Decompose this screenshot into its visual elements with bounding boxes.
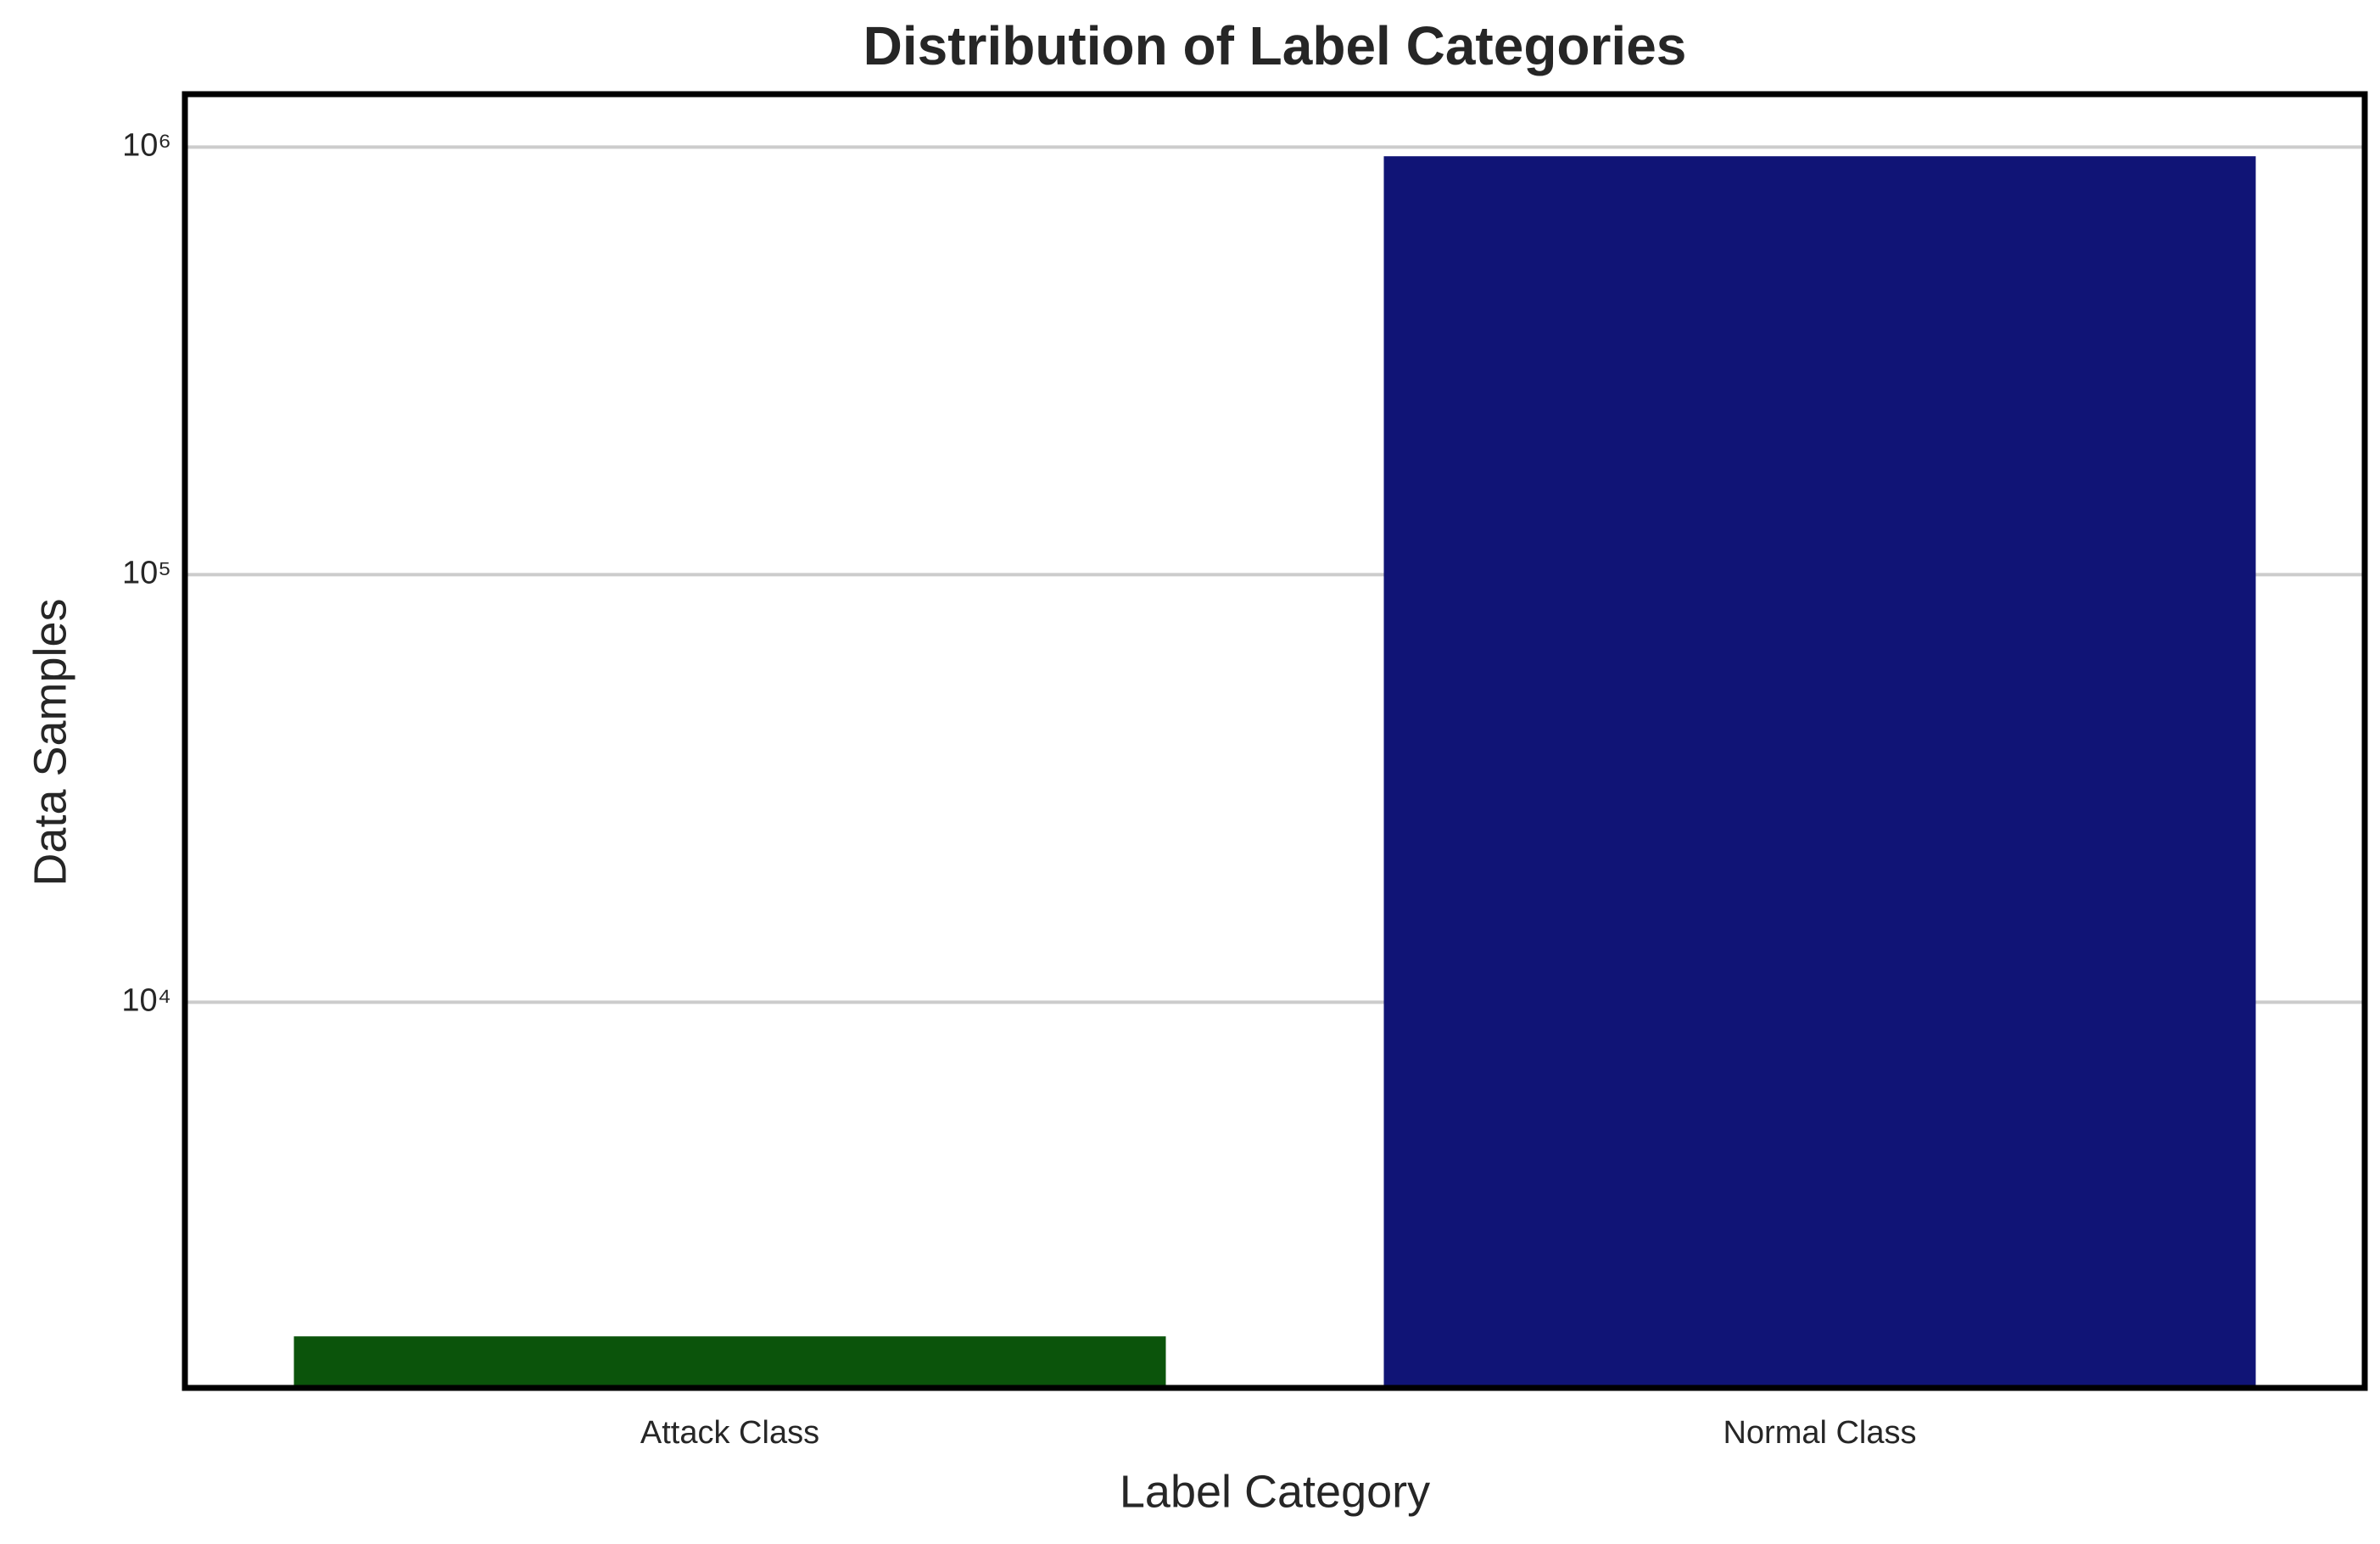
x-tick-label: Normal Class xyxy=(1723,1415,1916,1451)
bar xyxy=(293,1336,1166,1388)
y-tick-label: 10⁶ xyxy=(122,127,171,163)
chart-title: Distribution of Label Categories xyxy=(863,15,1687,76)
plot-frame xyxy=(182,91,2368,1391)
bar xyxy=(1383,156,2256,1388)
x-axis-label: Label Category xyxy=(1120,1466,1430,1517)
y-axis-label: Data Samples xyxy=(25,598,75,886)
x-tick-label: Attack Class xyxy=(640,1415,819,1451)
y-tick-label: 10⁵ xyxy=(122,555,171,590)
y-tick-label: 10⁴ xyxy=(121,982,171,1018)
